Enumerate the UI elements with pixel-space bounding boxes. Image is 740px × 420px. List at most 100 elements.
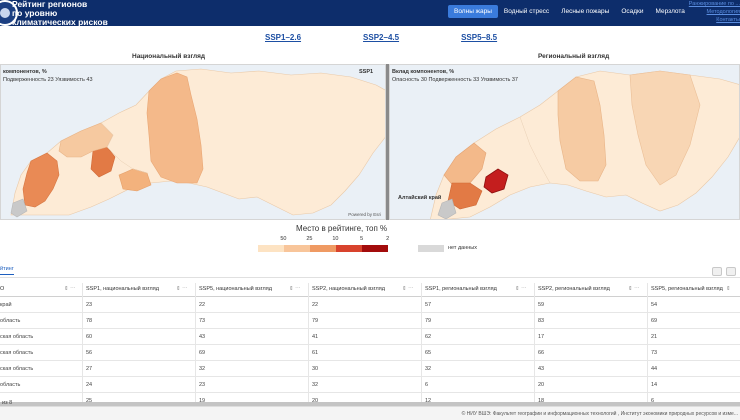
legend-cell-50: 50 [258,236,287,252]
cell-rank: 56 [86,350,93,356]
cell-rank: 43 [538,366,545,372]
regional-map[interactable]: Вклад компонентов, % Опасность 30 Подвер… [389,64,740,220]
map-splitter[interactable] [386,64,389,220]
col-ssp1-regional-sort-icon[interactable]: ⇕ ⋯ [515,286,527,292]
southwest-hot-regions-shape [22,152,60,208]
app-title-line-3: климатических рисков [12,17,108,27]
col-region-sort-icon[interactable]: ⇕ ⋯ [64,286,76,292]
legend-tick-2: 2 [386,236,390,242]
col-ssp5-national-sort-icon[interactable]: ⇕ ⋯ [289,286,301,292]
cell-rank: 12 [425,398,432,404]
national-contrib-values: Подверженность 23 Уязвимость 43 [3,77,93,83]
top-links: Ранжирование по ... Методология Контакты [689,0,740,24]
cell-rank: 65 [425,350,432,356]
app-title: Рейтинг регионов по уровню климатических… [12,0,108,27]
legend-swatch-5 [336,245,362,252]
cell-rank: 60 [86,334,93,340]
legend-title: Место в рейтинге, топ % [296,224,388,233]
legend-swatch-2 [362,245,388,252]
cell-rank: 17 [538,334,545,340]
legend-tick-50: 50 [280,236,287,242]
cell-rank: 79 [425,318,432,324]
cell-rank: 21 [651,334,658,340]
cell-rank: 66 [538,350,545,356]
col-ssp5-regional-sort-icon[interactable]: ⇕ [726,286,731,292]
col-header-ssp1-regional[interactable]: SSP1, региональный взгляд [425,286,497,292]
app-title-line-1: Рейтинг регионов [12,0,88,9]
legend-nodata-label: нет данных [448,245,478,251]
nav-precipitation[interactable]: Осадки [621,8,644,15]
col-ssp1-national-sort-icon[interactable]: ⇕ ⋯ [176,286,188,292]
cell-rank: 24 [86,382,93,388]
national-map[interactable]: компонентов, % Подверженность 23 Уязвимо… [0,64,386,220]
header-bar: Рейтинг регионов по уровню климатических… [0,0,740,27]
table-row[interactable]: ская область 56 69 61 65 66 73 [0,346,740,361]
cell-rank: 23 [86,302,93,308]
legend-swatch-50 [258,245,284,252]
cell-region: ская область [0,350,34,356]
nav-permafrost[interactable]: Мерзлота [655,8,685,15]
legend-tick-10: 10 [332,236,339,242]
nav-forest-fires[interactable]: Лесные пожары [561,8,610,15]
legend-cell-2: 2 [362,236,390,252]
cell-rank: 79 [312,318,319,324]
top-link-contacts[interactable]: Контакты [716,17,740,23]
scenario-tab-ssp2[interactable]: SSP2–4.5 [363,33,400,42]
cell-rank: 20 [312,398,319,404]
scenario-tab-ssp1[interactable]: SSP1–2.6 [265,33,302,42]
national-map-title: Национальный взгляд [132,53,206,60]
table-tab-rating[interactable]: йтинг [0,266,14,275]
cell-rank: 32 [425,366,432,372]
cell-rank: 22 [199,302,206,308]
cell-rank: 30 [312,366,319,372]
col-header-ssp1-national[interactable]: SSP1, национальный взгляд [86,286,159,292]
col-ssp2-national-sort-icon[interactable]: ⇕ ⋯ [402,286,414,292]
nav-heat-waves[interactable]: Волны жары [448,5,498,18]
cell-region: ская область [0,334,34,340]
col-ssp2-regional-sort-icon[interactable]: ⇕ ⋯ [628,286,640,292]
table-row[interactable]: ская область 60 43 41 62 17 21 [0,330,740,345]
table-row[interactable]: область 78 73 79 79 83 69 [0,314,740,329]
cell-rank: 73 [651,350,658,356]
table-expand-button[interactable] [726,267,736,276]
ural-regions-shape [58,122,114,158]
scenario-tab-ssp5[interactable]: SSP5–8.5 [461,33,498,42]
table-row[interactable]: область 24 23 32 6 20 14 [0,378,740,393]
scrollbar-thumb[interactable] [0,402,740,406]
regional-boundaries [519,116,551,184]
cell-region: край [0,302,12,308]
cell-rank: 41 [312,334,319,340]
cell-rank: 23 [199,382,206,388]
app-title-line-2: по уровню [12,8,58,18]
col-header-ssp5-regional[interactable]: SSP5, региональный взгляд [651,286,723,292]
caucasus-regions-shape [10,198,28,218]
top-link-ranking[interactable]: Ранжирование по ... [688,1,740,7]
col-header-ssp2-national[interactable]: SSP2, национальный взгляд [312,286,385,292]
nav-water-stress[interactable]: Водный стресс [503,8,550,15]
cell-rank: 78 [86,318,93,324]
cell-rank: 19 [199,398,206,404]
cell-rank: 32 [199,366,206,372]
cell-rank: 18 [538,398,545,404]
regional-map-title: Региональный взгляд [538,53,610,60]
col-header-ssp2-regional[interactable]: SSP2, региональный взгляд [538,286,610,292]
regional-far-east-shape [629,70,701,186]
col-header-ssp5-national[interactable]: SSP5, национальный взгляд [199,286,272,292]
table-collapse-button[interactable] [712,267,722,276]
cell-rank: 73 [199,318,206,324]
national-map-shapes [10,68,385,218]
regional-east-regions-shape [557,76,607,182]
top-link-methodology[interactable]: Методология [706,9,740,15]
table-horizontal-scrollbar[interactable] [0,402,740,406]
table-row[interactable]: ская область 27 32 30 32 43 44 [0,362,740,377]
legend-cell-5: 5 [336,236,363,252]
table-header-row: О ⇕ ⋯ SSP1, национальный взгляд ⇕ ⋯ SSP5… [0,283,740,297]
cell-region: ская область [0,366,34,372]
col-header-region[interactable]: О [0,286,5,292]
table-row[interactable]: край 23 22 22 57 59 54 [0,298,740,313]
cell-rank: 69 [651,318,658,324]
cell-rank: 32 [312,382,319,388]
cell-rank: 6 [425,382,429,388]
cell-rank: 62 [425,334,432,340]
